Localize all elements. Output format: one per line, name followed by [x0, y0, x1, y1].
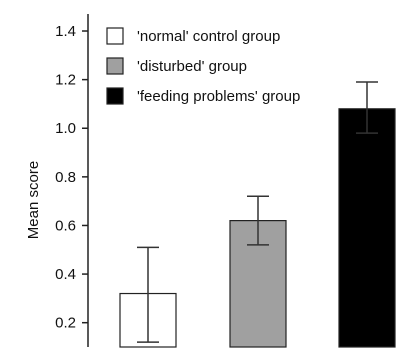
- legend-swatch: [106, 27, 124, 45]
- y-tick-label: 0.4: [55, 266, 76, 283]
- bar: [338, 108, 396, 348]
- y-tick-label: 0.8: [55, 169, 76, 186]
- y-axis-label: Mean score: [25, 161, 42, 239]
- legend-label: 'disturbed' group: [137, 58, 247, 75]
- y-tick-label: 1.2: [55, 72, 76, 89]
- y-tick-label: 0.2: [55, 315, 76, 332]
- legend-swatch: [106, 57, 124, 75]
- y-tick-label: 1.4: [55, 23, 76, 40]
- y-tick-label: 0.6: [55, 217, 76, 234]
- legend-label: 'normal' control group: [137, 28, 280, 45]
- legend: 'normal' control group 'disturbed' group '…: [106, 27, 300, 105]
- legend-label: 'feeding problems' group: [137, 88, 300, 105]
- legend-swatch: [106, 87, 124, 105]
- y-tick-label: 1.0: [55, 120, 76, 137]
- error-bars: [137, 81, 378, 343]
- y-axis: 0.2 0.4 0.6 0.8 1.0 1.2 1.4: [55, 14, 89, 347]
